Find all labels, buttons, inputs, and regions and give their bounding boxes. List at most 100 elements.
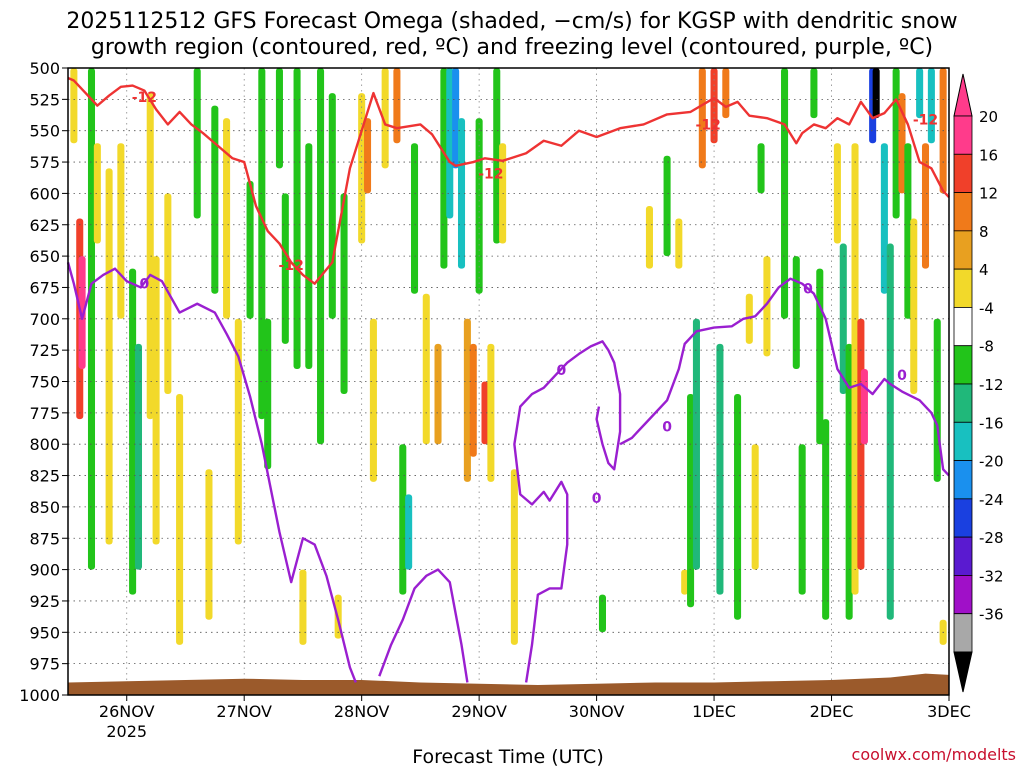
freezing-contour-label: 0 [803, 282, 813, 298]
omega-cell [921, 143, 930, 269]
omega-cell [105, 168, 113, 545]
omega-cell [264, 318, 272, 470]
omega-cell [792, 256, 800, 369]
omega-cell [872, 68, 880, 119]
y-tick-label: 750 [29, 373, 60, 392]
dgz-contour-label: -12 [279, 258, 304, 274]
omega-cell [710, 68, 718, 144]
y-tick-label: 625 [29, 216, 60, 235]
omega-cell [381, 68, 389, 169]
colorbar-label: 16 [979, 146, 998, 164]
colorbar-band [953, 383, 973, 423]
colorbar-label: 8 [979, 223, 989, 241]
colorbar-band [953, 192, 973, 232]
omega-cell [493, 68, 501, 244]
y-tick-label: 950 [29, 623, 60, 642]
omega-cell [722, 68, 730, 119]
omega-shading [70, 68, 947, 645]
colorbar-label: 4 [979, 261, 989, 279]
omega-cell [134, 343, 143, 570]
omega-cell [663, 155, 671, 257]
omega-cell [851, 143, 859, 595]
omega-cell [463, 318, 471, 482]
omega-cell [405, 494, 413, 570]
freezing-level-line [619, 277, 950, 477]
omega-cell [716, 343, 724, 595]
colorbar-band [953, 613, 973, 653]
y-tick-label: 650 [29, 247, 60, 266]
y-tick-label: 800 [29, 435, 60, 454]
colorbar-label: -4 [979, 299, 994, 317]
freezing-level-line [66, 262, 357, 683]
colorbar-band [953, 536, 973, 576]
y-tick-label: 825 [29, 467, 60, 486]
omega-cell [675, 218, 683, 269]
y-tick-label: 850 [29, 498, 60, 517]
omega-cell [598, 594, 606, 633]
chart-title-line-1: 2025112512 GFS Forecast Omega (shaded, −… [66, 9, 957, 34]
dgz-contour-label: -12 [478, 166, 503, 182]
omega-cell [751, 444, 759, 570]
x-tick-label: 26NOV [99, 702, 155, 721]
x-tick-label: 28NOV [334, 702, 390, 721]
omega-cell [645, 205, 653, 269]
omega-cell [457, 118, 466, 269]
x-tick-label: 27NOV [216, 702, 272, 721]
omega-cell [281, 193, 289, 344]
colorbar-label: -24 [979, 491, 1004, 509]
freezing-level-line [513, 340, 622, 683]
colorbar-band [953, 421, 973, 461]
omega-cell [816, 268, 824, 445]
colorbar: 20 16 12 8 4 -4 -8 -12 -16 -20 -24 -28 -32 -36 [953, 73, 1004, 693]
freezing-contour-label: 0 [662, 420, 672, 436]
colorbar-band [953, 307, 973, 347]
omega-cell [434, 343, 442, 445]
omega-cell [487, 343, 495, 482]
y-tick-label: 550 [29, 122, 60, 141]
colorbar-label: 12 [979, 185, 998, 203]
freezing-contour-label: 0 [556, 363, 566, 379]
omega-cell [860, 368, 868, 445]
omega-cell [234, 318, 242, 545]
omega-cell [146, 93, 154, 420]
credit-text: coolwx.com/modelts [852, 745, 1016, 764]
omega-cell [317, 68, 325, 445]
freezing-contour-label: 0 [139, 277, 149, 293]
y-tick-label: 925 [29, 592, 60, 611]
colorbar-label: -8 [979, 338, 994, 356]
omega-cell [275, 68, 283, 169]
omega-cell [246, 180, 254, 319]
omega-cell [446, 68, 454, 219]
y-tick-label: 525 [29, 90, 60, 109]
colorbar-band [953, 345, 973, 385]
omega-cell [757, 143, 765, 194]
colorbar-band [953, 153, 973, 193]
x-axis-title: Forecast Time (UTC) [412, 746, 603, 768]
ground-terrain [68, 673, 949, 695]
contours: -12 -12 -12 -12 -12 0 0 0 0 0 0 [66, 76, 950, 683]
omega-cell [452, 68, 460, 169]
omega-cell [258, 68, 266, 420]
y-tick-label: 675 [29, 278, 60, 297]
omega-cell [910, 218, 918, 395]
y-axis: 500 525 550 575 600 625 650 675 700 725 750 775 800 8… [19, 59, 68, 705]
y-tick-label: 700 [29, 310, 60, 329]
omega-cell [839, 243, 847, 395]
omega-cell [927, 68, 935, 144]
colorbar-band [953, 460, 973, 500]
x-tick-label: 3DEC [927, 702, 971, 721]
colorbar-bottom-arrow [953, 651, 973, 693]
y-tick-label: 775 [29, 404, 60, 423]
colorbar-label: -16 [979, 414, 1004, 432]
colorbar-band [953, 115, 973, 155]
omega-cell [469, 343, 477, 457]
omega-cell [781, 68, 789, 319]
omega-cell [440, 68, 448, 269]
omega-cell [822, 419, 830, 620]
omega-cell [93, 143, 101, 244]
omega-cell [916, 68, 924, 119]
omega-cell [481, 381, 489, 445]
x-tick-sublabel: 2025 [106, 722, 147, 741]
y-tick-label: 500 [29, 59, 60, 78]
